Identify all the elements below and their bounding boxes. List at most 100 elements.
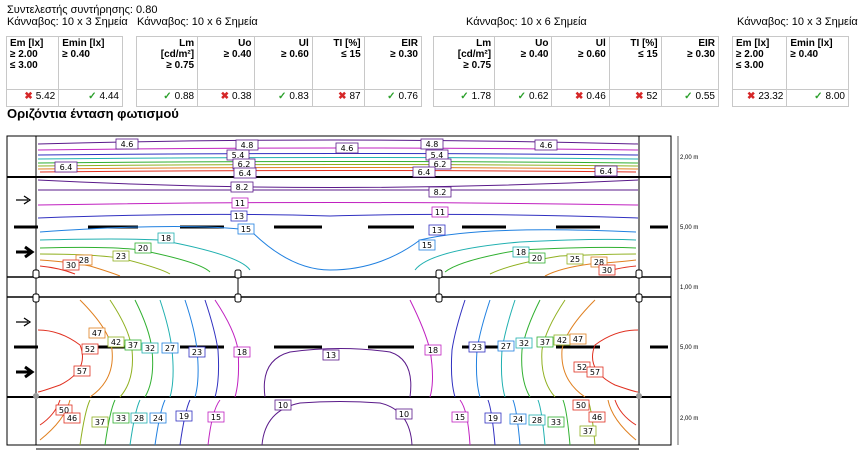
isolux-label: 4.8 — [420, 138, 444, 150]
svg-text:4.6: 4.6 — [540, 141, 553, 150]
value-eir: ✓ 0.55 — [660, 89, 720, 107]
svg-text:20: 20 — [532, 254, 542, 263]
isolux-label: 4.6 — [534, 139, 558, 151]
svg-text:6.2: 6.2 — [238, 160, 251, 169]
svg-text:4.6: 4.6 — [121, 140, 134, 149]
dim-label: 1,00 m — [680, 285, 699, 291]
svg-text:57: 57 — [590, 368, 600, 377]
value-ul: ✖ 0.46 — [551, 89, 610, 107]
isolux-label: 47 — [569, 333, 587, 345]
svg-text:52: 52 — [85, 345, 95, 354]
value-uo: ✖ 0.38 — [197, 89, 256, 107]
isolux-label: 6.2 — [232, 158, 256, 170]
grid-info-road1: Κάνναβος: 10 x 6 Σημεία — [137, 16, 258, 28]
svg-text:20: 20 — [138, 244, 148, 253]
isolux-label: 15 — [451, 411, 469, 423]
isolux-label: 13 — [322, 349, 340, 361]
isolux-label: 10 — [274, 399, 292, 411]
svg-text:15: 15 — [455, 413, 465, 422]
svg-text:32: 32 — [519, 339, 529, 348]
value-emin: ✓ 8.00 — [786, 89, 849, 107]
svg-text:15: 15 — [422, 241, 432, 250]
svg-text:42: 42 — [557, 336, 567, 345]
luminaire-icon — [635, 269, 643, 303]
svg-text:28: 28 — [79, 256, 89, 265]
isolux-label: 13 — [230, 210, 248, 222]
svg-text:6.4: 6.4 — [418, 168, 431, 177]
svg-text:19: 19 — [488, 414, 498, 423]
grid-info-left: Κάνναβος: 10 x 3 Σημεία — [7, 16, 128, 28]
col-lm: Lm [cd/m²] ≥ 0.75 — [135, 36, 199, 90]
isolux-label: 6.4 — [233, 167, 257, 179]
isolux-label: 33 — [547, 416, 565, 428]
svg-text:4.8: 4.8 — [426, 140, 439, 149]
isolux-label: 11 — [231, 197, 249, 209]
isolux-label: 6.2 — [428, 158, 452, 170]
svg-text:33: 33 — [551, 418, 561, 427]
svg-text:13: 13 — [326, 351, 336, 360]
svg-text:6.4: 6.4 — [600, 167, 613, 176]
value-emin: ✓ 4.44 — [58, 89, 123, 107]
svg-text:32: 32 — [145, 344, 155, 353]
dim-label: 5,00 m — [680, 345, 699, 351]
isolux-label: 18 — [512, 246, 530, 258]
isolux-label: 15 — [207, 411, 225, 423]
isolux-label: 37 — [579, 425, 597, 437]
svg-text:23: 23 — [192, 348, 202, 357]
isolux-label: 13 — [428, 224, 446, 236]
pole-icon — [636, 393, 642, 399]
svg-text:13: 13 — [234, 212, 244, 221]
results-table-road2: Lm [cd/m²] ≥ 0.75 Uo ≥ 0.40 Ul ≥ 0.60 TI [%]… — [432, 36, 720, 107]
isolux-label: 32 — [515, 337, 533, 349]
svg-text:37: 37 — [128, 341, 138, 350]
col-eir: EIR ≥ 0.30 — [363, 36, 423, 90]
isolux-label: 46 — [588, 411, 606, 423]
svg-text:30: 30 — [602, 266, 612, 275]
svg-text:18: 18 — [237, 348, 247, 357]
isolux-label: 30 — [598, 264, 616, 276]
svg-text:4.8: 4.8 — [241, 141, 254, 150]
svg-text:28: 28 — [532, 416, 542, 425]
luminaire-icons — [32, 269, 643, 399]
results-table-road1: Lm [cd/m²] ≥ 0.75 Uo ≥ 0.40 Ul ≥ 0.60 TI [%]… — [135, 36, 423, 107]
isolux-label: 27 — [161, 342, 179, 354]
svg-text:33: 33 — [116, 414, 126, 423]
value-ul: ✓ 0.83 — [254, 89, 313, 107]
svg-text:30: 30 — [66, 261, 76, 270]
svg-text:5.4: 5.4 — [232, 151, 245, 160]
col-ul: Ul ≥ 0.60 — [551, 36, 610, 90]
isolux-label: 23 — [112, 250, 130, 262]
svg-text:10: 10 — [399, 410, 409, 419]
svg-text:18: 18 — [161, 234, 171, 243]
isolux-label: 15 — [237, 223, 255, 235]
col-emin: Emin [lx] ≥ 0.40 — [58, 36, 123, 90]
svg-text:10: 10 — [278, 401, 288, 410]
isolux-label: 8.2 — [428, 186, 452, 198]
col-em: Em [lx] ≥ 2.00 ≤ 3.00 — [731, 36, 788, 90]
dim-label: 5,00 m — [680, 225, 699, 231]
isolux-label: 6.4 — [412, 166, 436, 178]
isolux-label: 50 — [572, 399, 590, 411]
results-table-left: Em [lx] ≥ 2.00 ≤ 3.00 Emin [lx] ≥ 0.40 ✖ 5.4… — [5, 36, 123, 107]
svg-text:8.2: 8.2 — [434, 188, 447, 197]
value-lm: ✓ 0.88 — [135, 89, 199, 107]
svg-text:6.2: 6.2 — [434, 160, 447, 169]
arrow-icon — [16, 195, 35, 379]
isolux-label: 28 — [528, 414, 546, 426]
value-lm: ✓ 1.78 — [432, 89, 496, 107]
isolux-label: 47 — [88, 327, 106, 339]
isolux-label: 18 — [233, 346, 251, 358]
isolux-label: 33 — [112, 412, 130, 424]
svg-text:24: 24 — [513, 415, 523, 424]
isolux-label: 20 — [134, 242, 152, 254]
svg-text:13: 13 — [432, 226, 442, 235]
isolux-label: 46 — [63, 412, 81, 424]
isolux-diagram: 4.6 4.64.8 4.84.65.4 5.46.2 6.26.46.4 6.4 6.48… — [6, 135, 679, 450]
isolux-label: 5.4 — [425, 149, 449, 161]
isolux-label: 15 — [418, 239, 436, 251]
diagram-frame — [6, 135, 672, 446]
svg-text:24: 24 — [153, 414, 163, 423]
svg-text:18: 18 — [516, 248, 526, 257]
isolux-label: 30 — [62, 259, 80, 271]
col-ul: Ul ≥ 0.60 — [254, 36, 313, 90]
